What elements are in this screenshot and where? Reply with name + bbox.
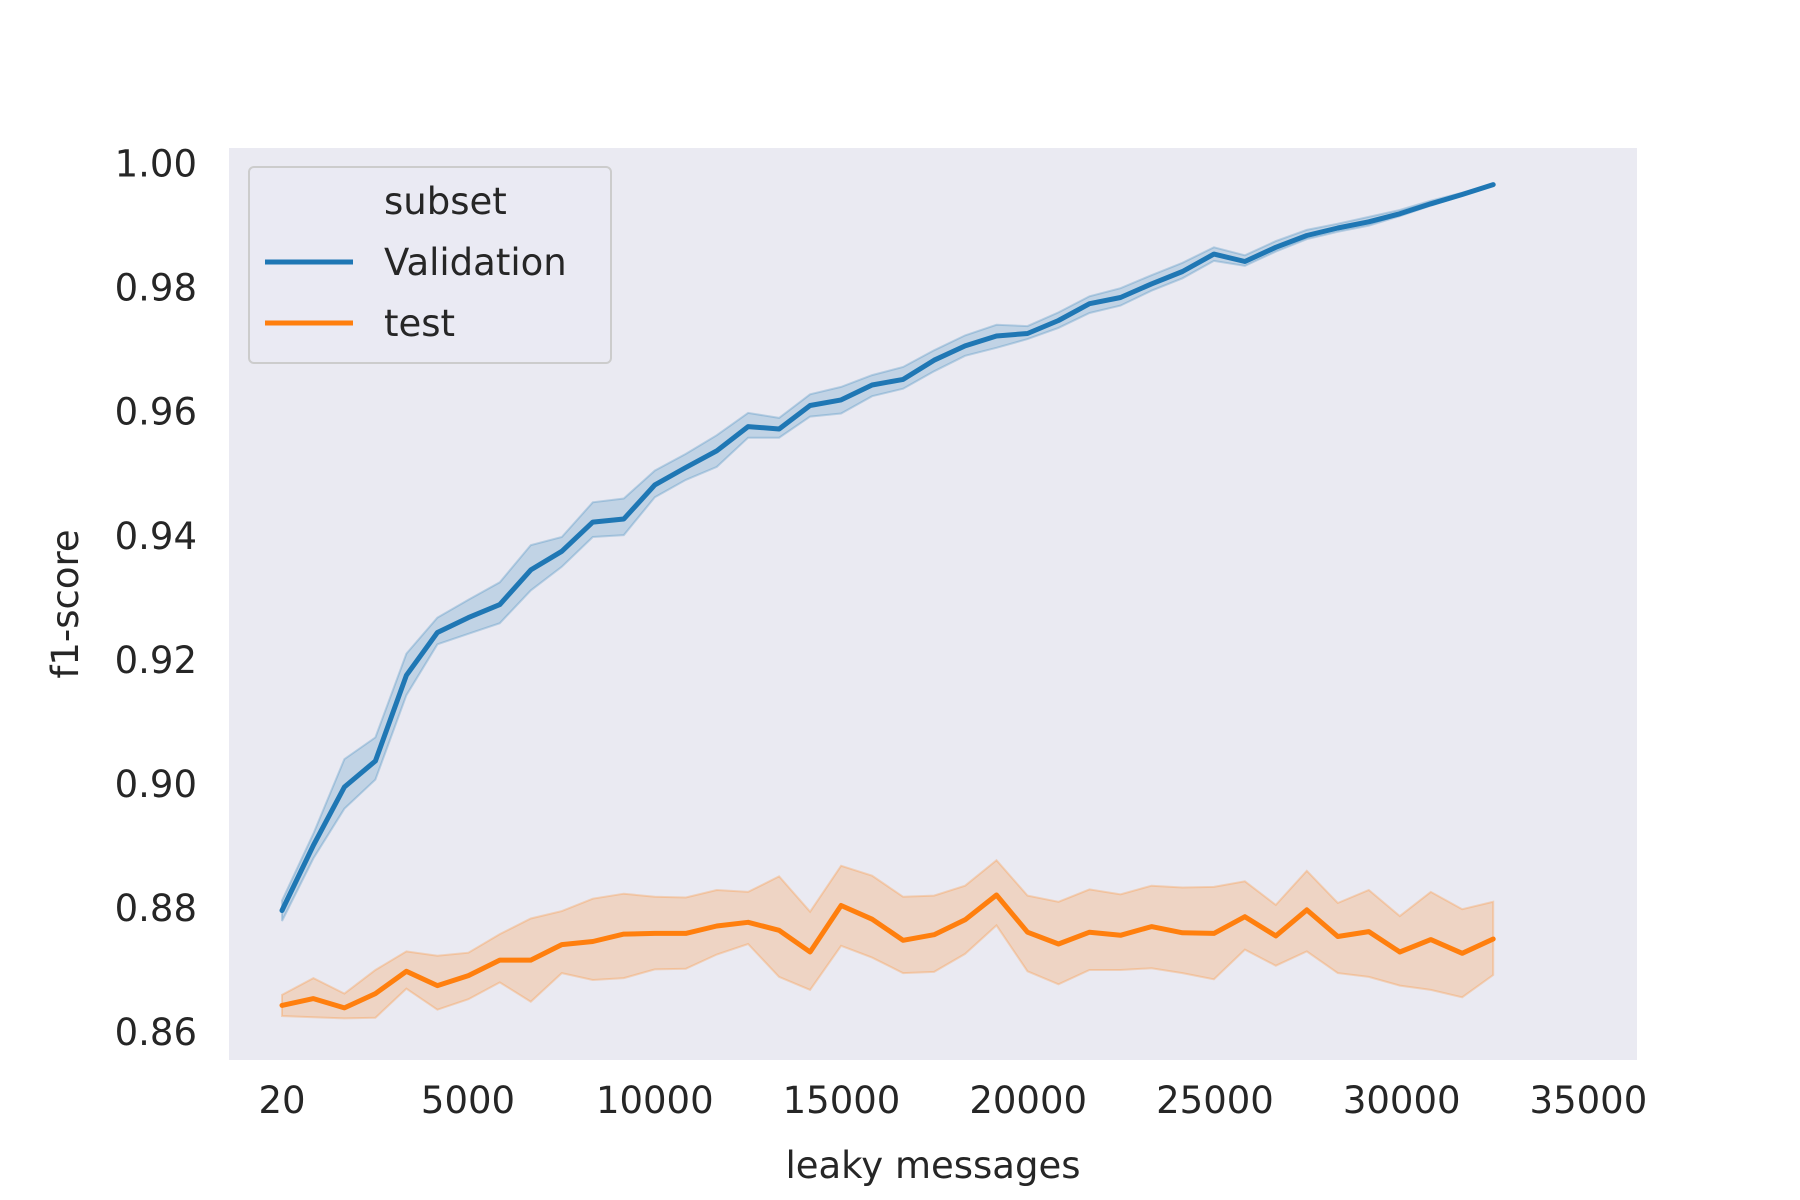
- x-tick-label: 5000: [421, 1079, 515, 1122]
- x-tick-label: 10000: [596, 1079, 714, 1122]
- series-line-test: [279, 892, 1496, 1011]
- legend-label-test: test: [384, 302, 455, 345]
- y-tick-label: 0.90: [115, 763, 197, 806]
- legend-label-validation: Validation: [384, 241, 567, 284]
- x-tick-label: 35000: [1530, 1079, 1648, 1122]
- y-tick-label: 0.96: [115, 391, 197, 434]
- legend-title: subset: [384, 180, 507, 223]
- y-tick-label: 0.88: [115, 887, 197, 930]
- x-tick-label: 20000: [969, 1079, 1087, 1122]
- series-lines: [279, 182, 1496, 1011]
- x-tick-label: 15000: [783, 1079, 901, 1122]
- x-tick-label: 20: [258, 1079, 305, 1122]
- x-tick-label: 30000: [1343, 1079, 1461, 1122]
- x-axis-label: leaky messages: [785, 1144, 1080, 1187]
- x-tick-label: 25000: [1156, 1079, 1274, 1122]
- y-tick-label: 0.92: [115, 639, 197, 682]
- series-line-validation: [279, 182, 1496, 913]
- y-tick-label: 0.86: [115, 1011, 197, 1054]
- y-tick-label: 0.98: [115, 267, 197, 310]
- ci-band-test: [281, 858, 1495, 1020]
- y-tick-label: 0.94: [115, 515, 197, 558]
- legend-box: [248, 166, 612, 364]
- y-tick-labels: 0.86 0.88 0.90 0.92 0.94 0.96 0.98 1.00: [115, 143, 197, 1055]
- y-tick-label: 1.00: [115, 143, 197, 186]
- legend: subset Validation test: [248, 166, 612, 364]
- y-axis-label: f1-score: [44, 529, 87, 678]
- x-tick-labels: 20 5000 10000 15000 20000 25000 30000 35000: [258, 1079, 1647, 1122]
